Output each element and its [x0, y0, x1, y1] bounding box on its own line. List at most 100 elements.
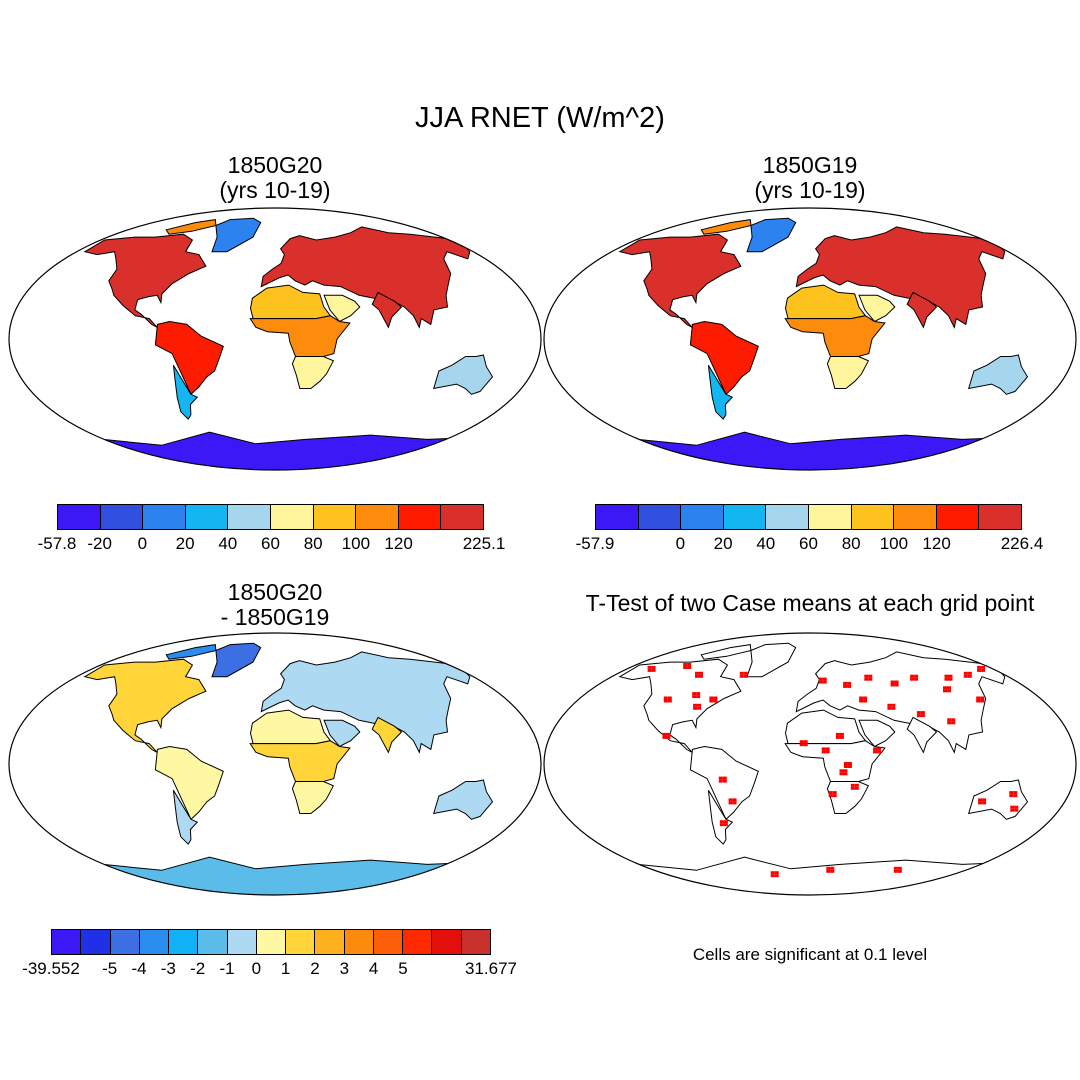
significant-cell [709, 696, 714, 700]
significant-cell [647, 668, 652, 672]
significant-cell [839, 735, 844, 739]
significant-cell [873, 747, 878, 751]
colorbar-tick-label: -5 [102, 959, 118, 978]
colorbar-swatch [638, 505, 682, 529]
region-southern_africa [826, 781, 870, 814]
colorbar-swatch [432, 930, 462, 954]
region-canada_arctic [165, 644, 217, 660]
colorbar-swatch [100, 505, 144, 529]
region-india [906, 291, 938, 329]
region-antarctica [89, 431, 461, 470]
region-greenland [211, 642, 262, 678]
significant-cell [839, 732, 844, 736]
significant-cell [723, 823, 728, 827]
colorbar-tick-label: -57.9 [575, 534, 615, 553]
significant-cell [718, 779, 723, 783]
significant-cell [828, 791, 833, 795]
significant-cell [722, 776, 727, 780]
colorbar-swatch [169, 930, 199, 954]
region-europe_asia [260, 651, 471, 754]
significant-cell [693, 706, 698, 710]
region-patagonia [172, 364, 199, 420]
significant-cell [863, 696, 868, 700]
region-sahara [784, 709, 867, 745]
panel-title-g20-line1: 1850G20 [227, 152, 323, 178]
colorbar-diff: -39.552 -5 -4 -3 -2 -1 0 1 2 3 4 5 31.677 [22, 929, 517, 978]
map-border [543, 632, 1077, 896]
significant-cell [981, 665, 986, 669]
significant-cell [695, 671, 699, 675]
region-south_america [154, 745, 224, 821]
significant-cell [722, 779, 727, 783]
significant-cell [948, 677, 953, 681]
colorbar-tick-label: 0 [137, 534, 148, 553]
significant-cell [920, 714, 925, 718]
colorbar-tick-label: 100 [879, 534, 909, 553]
region-europe_asia [795, 651, 1006, 754]
panel-title-ttest: T-Test of two Case means at each grid po… [585, 590, 1035, 616]
colorbar-swatch [81, 930, 111, 954]
significant-cell [863, 699, 868, 703]
colorbar-swatch [139, 930, 170, 954]
colorbar-g20-swatches [57, 504, 484, 530]
colorbar-tick-label: -20 [87, 534, 112, 553]
colorbar-swatch [315, 930, 345, 954]
region-antarctica [89, 856, 461, 895]
significant-cell [864, 677, 869, 681]
significant-cell [692, 692, 697, 696]
colorbar-swatch [286, 930, 316, 954]
map-g19 [543, 207, 1077, 471]
significant-cell [850, 786, 855, 790]
significant-cell [859, 699, 864, 703]
region-north_america [83, 658, 207, 753]
significant-cell [843, 769, 848, 773]
significant-cell [774, 871, 779, 875]
significant-cell [696, 692, 701, 696]
region-arabia [323, 719, 361, 748]
significant-cell [890, 683, 895, 687]
colorbar-tick-label: 226.4 [1000, 534, 1044, 553]
significant-cell [692, 695, 697, 699]
significant-cell [947, 686, 951, 690]
significant-cell [890, 680, 895, 684]
significant-cell [891, 706, 896, 710]
significant-cell [847, 681, 852, 685]
significant-cell [1009, 791, 1014, 795]
significant-cell [847, 765, 852, 768]
significant-cell [843, 765, 848, 768]
significant-cell [696, 695, 701, 699]
region-arabia [323, 294, 361, 323]
ttest-note: Cells are significant at 0.1 level [692, 945, 928, 964]
significant-cell [847, 762, 852, 765]
map-diff [8, 632, 542, 896]
colorbar-tick-label: 120 [922, 534, 951, 553]
colorbar-tick-label: 225.1 [462, 534, 506, 553]
region-north_america [618, 233, 742, 328]
significant-cell [982, 798, 987, 802]
significant-cell [799, 743, 804, 747]
significant-cell [977, 668, 982, 672]
significant-cell [916, 714, 921, 718]
significant-cell [920, 711, 925, 715]
significant-cell [739, 674, 744, 678]
colorbar-tick-label: -3 [160, 959, 176, 978]
significant-cell [887, 703, 892, 707]
region-canada_arctic [165, 219, 217, 235]
significant-cell [728, 801, 733, 805]
significant-cell [854, 786, 859, 790]
significant-cell [843, 684, 848, 688]
significant-cell [697, 703, 702, 707]
panel-title-g19-line1: 1850G19 [762, 152, 858, 178]
colorbar-swatch [808, 505, 852, 529]
significant-cell [697, 706, 702, 710]
significant-cell [663, 696, 668, 700]
significant-cell [894, 680, 899, 684]
significant-cell [774, 874, 779, 878]
colorbar-swatch [52, 930, 82, 954]
significant-cell [732, 801, 737, 805]
map-border [543, 207, 1077, 471]
significant-cell [667, 699, 672, 703]
significant-cell [719, 823, 724, 827]
region-north_america [83, 233, 207, 328]
significant-cell [877, 750, 882, 754]
